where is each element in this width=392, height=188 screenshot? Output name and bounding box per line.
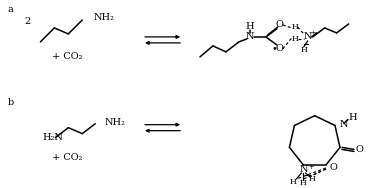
- Text: O: O: [356, 145, 364, 154]
- Text: +: +: [310, 29, 316, 37]
- Text: + CO₂: + CO₂: [53, 52, 83, 61]
- Text: H: H: [309, 175, 316, 183]
- Text: NH₂: NH₂: [104, 118, 125, 127]
- Text: b: b: [7, 98, 14, 107]
- Text: NH₂: NH₂: [93, 14, 114, 22]
- Text: H₂N: H₂N: [42, 133, 63, 142]
- Text: H: H: [245, 22, 254, 31]
- Text: +: +: [309, 163, 314, 171]
- Text: O: O: [330, 162, 338, 171]
- Text: H: H: [291, 23, 298, 31]
- Text: N: N: [303, 32, 312, 41]
- Text: •: •: [272, 44, 278, 53]
- Text: H: H: [300, 179, 307, 187]
- Text: H: H: [300, 46, 307, 54]
- Text: H: H: [291, 35, 298, 43]
- Text: 2: 2: [24, 17, 31, 27]
- Text: N: N: [299, 165, 308, 174]
- Text: N: N: [246, 32, 254, 41]
- Text: N: N: [340, 120, 348, 129]
- Text: O: O: [276, 44, 284, 53]
- Text: H: H: [290, 178, 297, 186]
- Text: a: a: [7, 5, 13, 14]
- Text: H: H: [348, 113, 357, 122]
- Text: + CO₂: + CO₂: [53, 153, 83, 162]
- Text: O: O: [276, 20, 284, 30]
